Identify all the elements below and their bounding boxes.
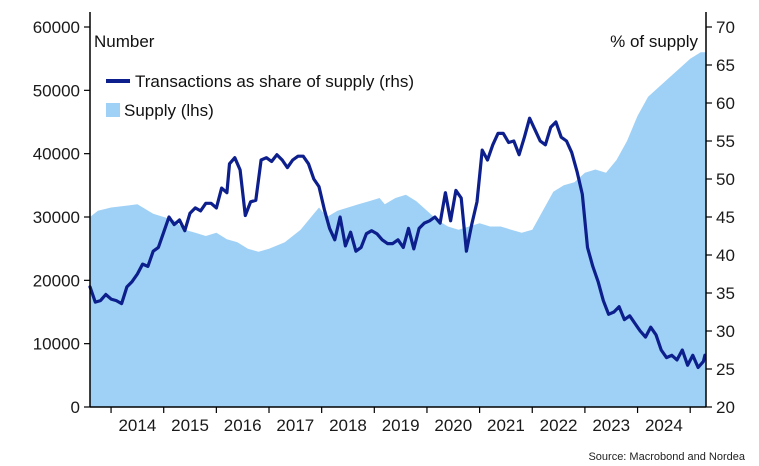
x-tick-label: 2019: [382, 416, 420, 435]
right-tick-label: 70: [716, 18, 735, 37]
supply-area: [90, 52, 706, 408]
left-tick-label: 40000: [33, 145, 80, 164]
left-tick-label: 60000: [33, 18, 80, 37]
right-tick-label: 35: [716, 284, 735, 303]
left-axis-label: Number: [94, 32, 155, 51]
x-tick-label: 2016: [224, 416, 262, 435]
right-tick-label: 45: [716, 208, 735, 227]
transactions-line: [88, 116, 707, 370]
x-tick-label: 2024: [645, 416, 683, 435]
right-axis-label: % of supply: [610, 32, 698, 51]
left-tick-label: 50000: [33, 81, 80, 100]
left-tick-label: 30000: [33, 208, 80, 227]
x-tick-label: 2018: [329, 416, 367, 435]
right-tick-label: 60: [716, 94, 735, 113]
x-tick-label: 2014: [118, 416, 156, 435]
right-axis-ticks: 20 25 30 35 40 45 50 55 60 65 70: [706, 18, 735, 417]
x-tick-label: 2017: [276, 416, 314, 435]
right-tick-label: 20: [716, 398, 735, 417]
right-tick-label: 40: [716, 246, 735, 265]
supply-area-layer: [90, 52, 706, 408]
right-tick-label: 55: [716, 132, 735, 151]
legend-label-supply: Supply (lhs): [124, 101, 214, 120]
right-tick-label: 65: [716, 56, 735, 75]
transactions-line-layer: [88, 116, 707, 370]
right-tick-label: 25: [716, 360, 735, 379]
x-tick-label: 2022: [540, 416, 578, 435]
legend-label-transactions: Transactions as share of supply (rhs): [135, 72, 414, 91]
x-tick-label: 2020: [434, 416, 472, 435]
x-tick-label: 2023: [592, 416, 630, 435]
legend: Transactions as share of supply (rhs) Su…: [106, 72, 414, 120]
left-axis-ticks: 0 10000 20000 30000 40000 50000 60000: [33, 18, 90, 417]
right-tick-label: 50: [716, 170, 735, 189]
left-tick-label: 10000: [33, 335, 80, 354]
left-tick-label: 0: [71, 398, 80, 417]
source-note: Source: Macrobond and Nordea: [588, 451, 745, 463]
x-tick-label: 2021: [487, 416, 525, 435]
left-tick-label: 20000: [33, 271, 80, 290]
x-axis-ticks: 2014 2015 2016 2017 2018 2019 2020 2021 2022 2023…: [110, 407, 691, 435]
right-tick-label: 30: [716, 322, 735, 341]
x-tick-label: 2015: [171, 416, 209, 435]
legend-area-swatch: [106, 103, 120, 117]
